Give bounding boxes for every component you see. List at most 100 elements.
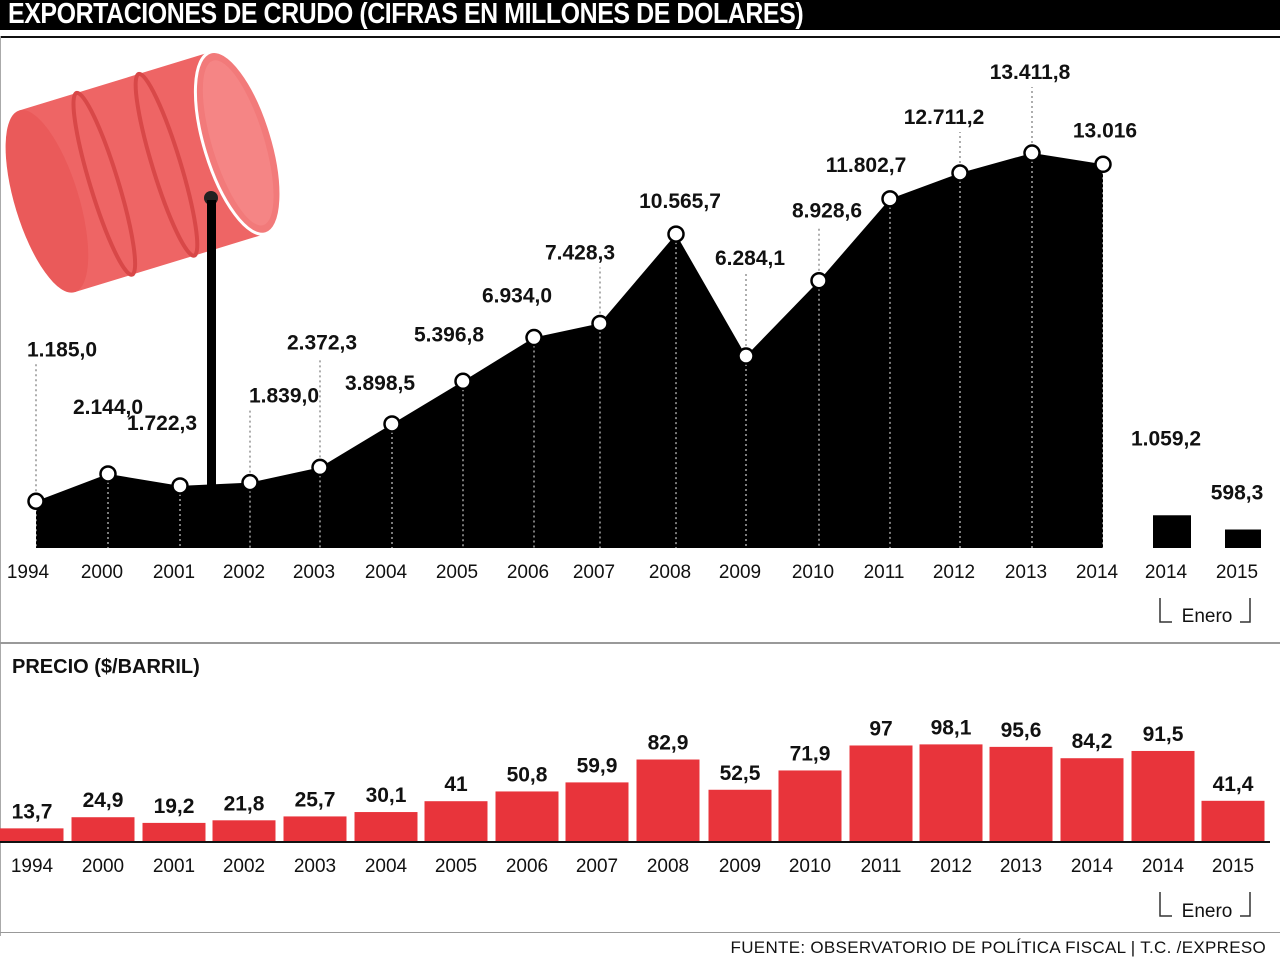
january-bar — [1225, 529, 1261, 548]
price-value-label: 41,4 — [1213, 773, 1254, 796]
data-point — [1023, 144, 1041, 162]
price-bar — [1131, 750, 1195, 842]
source-note: FUENTE: OBSERVATORIO DE POLÍTICA FISCAL … — [730, 938, 1266, 957]
x-tick-label: 2012 — [933, 562, 975, 583]
enero-label: Enero — [1182, 606, 1233, 627]
x-tick-label: 2007 — [573, 562, 615, 583]
price-bar — [424, 801, 488, 842]
frame-left-rule — [0, 36, 1, 936]
frame-top-rule — [0, 36, 1280, 38]
price-bar — [495, 791, 559, 842]
data-label: 6.934,0 — [482, 285, 552, 308]
x-tick-label: 2003 — [294, 856, 336, 877]
x-tick-label: 2004 — [365, 562, 408, 583]
price-value-label: 30,1 — [366, 784, 407, 807]
price-bar — [636, 759, 700, 842]
x-tick-label: 2013 — [1005, 562, 1047, 583]
x-tick-label: 2012 — [930, 856, 972, 877]
price-bar — [565, 782, 629, 842]
bar-value-label: 1.059,2 — [1131, 427, 1201, 450]
data-point — [383, 415, 401, 433]
price-bar — [0, 828, 64, 842]
enero-label: Enero — [1182, 901, 1233, 922]
data-point — [881, 190, 899, 208]
data-label: 1.839,0 — [249, 385, 319, 408]
x-tick-label: 2007 — [576, 856, 618, 877]
data-point — [99, 465, 117, 483]
price-bar — [919, 744, 983, 842]
x-tick-label: 2010 — [789, 856, 831, 877]
price-value-label: 59,9 — [577, 754, 618, 777]
price-chart-title: PRECIO ($/BARRIL) — [12, 656, 200, 678]
data-label: 3.898,5 — [345, 372, 415, 395]
price-value-label: 52,5 — [720, 762, 761, 785]
x-tick-label: 2015 — [1216, 562, 1258, 583]
x-tick-label: 2000 — [81, 562, 123, 583]
price-bar — [989, 746, 1053, 842]
x-tick-label: 2005 — [435, 856, 477, 877]
x-tick-label: 2014 — [1071, 856, 1114, 877]
price-bar — [142, 822, 206, 842]
price-value-label: 71,9 — [790, 742, 831, 765]
data-point — [241, 473, 259, 492]
x-tick-label: 2001 — [153, 856, 195, 877]
data-point — [951, 164, 969, 182]
x-tick-label: 2002 — [223, 856, 265, 877]
price-bar — [71, 817, 135, 842]
price-value-label: 82,9 — [648, 732, 689, 755]
x-tick-label: 1994 — [11, 856, 54, 877]
price-bar — [1201, 800, 1265, 842]
export-area — [36, 153, 1103, 548]
x-tick-label: 2015 — [1212, 856, 1254, 877]
data-label: 13.411,8 — [990, 61, 1071, 84]
data-label: 1.722,3 — [127, 412, 197, 435]
data-point — [1094, 155, 1112, 174]
x-tick-label: 2004 — [365, 856, 408, 877]
x-tick-label: 2010 — [792, 562, 834, 583]
x-tick-label: 2006 — [506, 856, 548, 877]
oil-barrel-icon — [5, 49, 283, 500]
price-bar — [212, 820, 276, 842]
data-label: 2.144,0 — [73, 396, 143, 419]
x-tick-label: 2011 — [864, 562, 905, 583]
price-bar — [1060, 758, 1124, 842]
x-tick-label: 2008 — [647, 856, 689, 877]
data-label: 12.711,2 — [904, 106, 985, 129]
data-point — [311, 458, 329, 477]
price-value-label: 95,6 — [1001, 719, 1042, 742]
data-label: 7.428,3 — [545, 241, 615, 264]
data-label: 1.185,0 — [27, 338, 97, 361]
x-tick-label: 2008 — [649, 562, 691, 583]
x-tick-label: 2014 — [1076, 562, 1119, 583]
x-tick-label: 2014 — [1145, 562, 1188, 583]
x-tick-label: 2002 — [223, 562, 265, 583]
footer-divider — [0, 932, 1280, 933]
x-tick-label: 1994 — [7, 562, 50, 583]
section-divider — [0, 642, 1280, 644]
data-point — [171, 477, 189, 495]
x-tick-label: 2013 — [1000, 856, 1042, 877]
data-label: 10.565,7 — [639, 190, 721, 213]
x-tick-label: 2011 — [861, 856, 902, 877]
price-value-label: 19,2 — [154, 795, 195, 818]
price-value-label: 91,5 — [1143, 723, 1184, 746]
price-value-label: 21,8 — [224, 792, 265, 815]
chart-title: EXPORTACIONES DE CRUDO (CIFRAS EN MILLON… — [8, 0, 804, 30]
x-tick-label: 2001 — [153, 562, 195, 583]
x-tick-label: 2014 — [1142, 856, 1185, 877]
price-bar — [283, 816, 347, 842]
january-bar — [1153, 515, 1191, 548]
enero-bracket — [1159, 598, 1251, 623]
x-tick-label: 2009 — [719, 856, 761, 877]
price-value-label: 41 — [444, 773, 468, 796]
data-label: 11.802,7 — [826, 154, 907, 177]
data-point — [591, 314, 609, 333]
data-label: 6.284,1 — [715, 247, 785, 270]
data-point — [737, 347, 755, 365]
price-value-label: 98,1 — [931, 716, 972, 739]
price-value-label: 24,9 — [83, 789, 124, 812]
data-point — [525, 328, 543, 347]
price-value-label: 25,7 — [295, 788, 336, 811]
x-tick-label: 2003 — [293, 562, 335, 583]
